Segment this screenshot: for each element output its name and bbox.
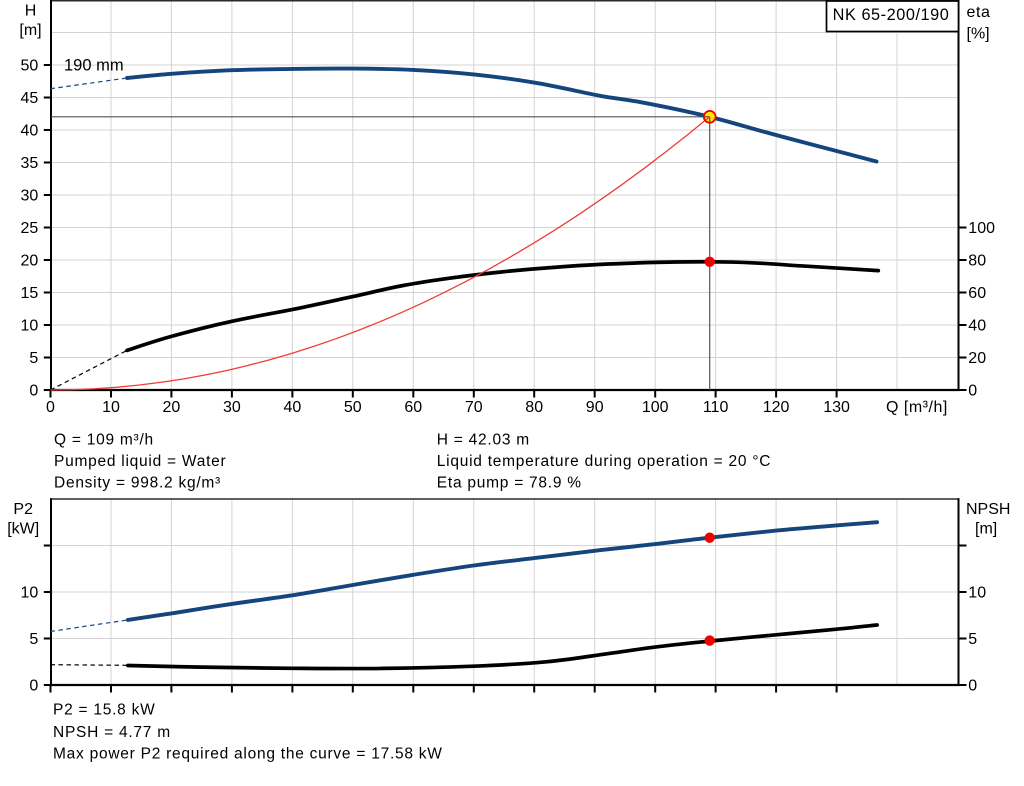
svg-text:45: 45 <box>21 90 39 107</box>
svg-text:Liquid temperature during oper: Liquid temperature during operation = 20… <box>437 453 771 470</box>
svg-text:60: 60 <box>968 285 986 302</box>
svg-text:30: 30 <box>223 399 241 416</box>
svg-text:P2: P2 <box>13 501 33 518</box>
svg-text:35: 35 <box>21 155 39 172</box>
svg-text:0: 0 <box>29 678 38 695</box>
svg-text:40: 40 <box>284 399 302 416</box>
svg-text:5: 5 <box>29 631 38 648</box>
svg-text:30: 30 <box>21 188 39 205</box>
svg-text:NPSH: NPSH <box>966 501 1010 518</box>
svg-text:20: 20 <box>968 350 986 367</box>
svg-text:10: 10 <box>968 585 986 602</box>
svg-text:0: 0 <box>968 678 977 695</box>
svg-text:80: 80 <box>968 253 986 270</box>
svg-text:P2 = 15.8 kW: P2 = 15.8 kW <box>53 702 155 719</box>
svg-text:50: 50 <box>344 399 362 416</box>
svg-text:25: 25 <box>21 220 39 237</box>
svg-text:15: 15 <box>21 285 39 302</box>
svg-text:[kW]: [kW] <box>7 520 39 537</box>
svg-text:eta: eta <box>967 4 991 21</box>
svg-text:[m]: [m] <box>975 520 997 537</box>
svg-text:5: 5 <box>29 350 38 367</box>
svg-text:40: 40 <box>21 123 39 140</box>
svg-text:Density = 998.2 kg/m³: Density = 998.2 kg/m³ <box>54 475 221 492</box>
svg-text:[m]: [m] <box>19 22 41 39</box>
svg-text:80: 80 <box>525 399 543 416</box>
svg-text:Max power P2 required along th: Max power P2 required along the curve = … <box>53 746 443 763</box>
svg-text:60: 60 <box>404 399 422 416</box>
svg-text:40: 40 <box>968 318 986 335</box>
svg-text:0: 0 <box>968 383 977 400</box>
svg-text:H: H <box>25 2 37 19</box>
svg-text:20: 20 <box>163 399 181 416</box>
svg-text:10: 10 <box>21 318 39 335</box>
svg-text:10: 10 <box>102 399 120 416</box>
svg-text:NPSH = 4.77 m: NPSH = 4.77 m <box>53 724 171 741</box>
svg-text:Eta pump = 78.9 %: Eta pump = 78.9 % <box>437 475 582 492</box>
svg-text:NK 65-200/190: NK 65-200/190 <box>833 6 950 24</box>
svg-text:50: 50 <box>21 58 39 75</box>
svg-text:130: 130 <box>823 399 850 416</box>
svg-text:Q = 109 m³/h: Q = 109 m³/h <box>54 432 154 449</box>
svg-text:100: 100 <box>968 220 995 237</box>
svg-text:0: 0 <box>29 383 38 400</box>
svg-text:[%]: [%] <box>967 26 990 43</box>
svg-text:5: 5 <box>968 631 977 648</box>
svg-text:90: 90 <box>586 399 604 416</box>
svg-text:H = 42.03 m: H = 42.03 m <box>437 432 530 449</box>
svg-text:Pumped liquid = Water: Pumped liquid = Water <box>54 453 226 470</box>
svg-text:110: 110 <box>703 399 729 416</box>
svg-text:120: 120 <box>763 399 790 416</box>
svg-text:70: 70 <box>465 399 483 416</box>
svg-text:10: 10 <box>21 585 39 602</box>
svg-text:20: 20 <box>21 253 39 270</box>
svg-text:100: 100 <box>642 399 669 416</box>
svg-text:190 mm: 190 mm <box>64 57 124 75</box>
svg-text:0: 0 <box>46 399 55 416</box>
svg-text:Q [m³/h]: Q [m³/h] <box>886 399 948 416</box>
